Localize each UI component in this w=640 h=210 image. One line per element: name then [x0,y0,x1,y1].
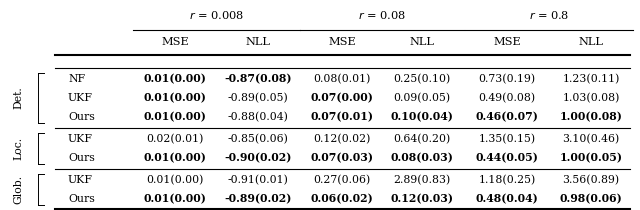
Text: NLL: NLL [246,37,271,47]
Text: 3.10(0.46): 3.10(0.46) [563,134,620,144]
Text: 0.98(0.06): 0.98(0.06) [559,193,622,205]
Text: 0.25(0.10): 0.25(0.10) [394,74,451,84]
Text: NLL: NLL [410,37,435,47]
Text: 0.07(0.01): 0.07(0.01) [310,112,374,122]
Text: 0.64(0.20): 0.64(0.20) [394,134,451,144]
Text: $r$ = 0.008: $r$ = 0.008 [189,9,244,21]
Text: 0.01(0.00): 0.01(0.00) [143,152,207,164]
Text: 0.12(0.03): 0.12(0.03) [390,193,454,205]
Text: 0.08(0.01): 0.08(0.01) [314,74,371,84]
Text: 1.00(0.05): 1.00(0.05) [559,152,623,164]
Text: UKF: UKF [68,134,93,144]
Text: 1.03(0.08): 1.03(0.08) [563,93,620,103]
Text: 0.01(0.00): 0.01(0.00) [143,112,207,122]
Text: 0.10(0.04): 0.10(0.04) [390,112,453,122]
Text: 0.02(0.01): 0.02(0.01) [147,134,204,144]
Text: 1.35(0.15): 1.35(0.15) [479,134,536,144]
Text: MSE: MSE [161,37,189,47]
Text: 1.18(0.25): 1.18(0.25) [478,175,536,185]
Text: Ours: Ours [68,194,95,204]
Text: 0.08(0.03): 0.08(0.03) [390,152,453,164]
Text: $r$ = 0.8: $r$ = 0.8 [529,9,569,21]
Text: 0.06(0.02): 0.06(0.02) [310,193,373,205]
Text: UKF: UKF [68,175,93,185]
Text: Ours: Ours [68,153,95,163]
Text: 0.01(0.00): 0.01(0.00) [143,193,207,205]
Text: 0.01(0.00): 0.01(0.00) [147,175,204,185]
Text: -0.88(0.04): -0.88(0.04) [228,112,289,122]
Text: NLL: NLL [579,37,604,47]
Text: 0.07(0.03): 0.07(0.03) [310,152,374,164]
Text: MSE: MSE [493,37,521,47]
Text: 0.01(0.00): 0.01(0.00) [143,92,207,104]
Text: Glob.: Glob. [13,175,23,204]
Text: 2.89(0.83): 2.89(0.83) [394,175,451,185]
Text: -0.91(0.01): -0.91(0.01) [228,175,289,185]
Text: 3.56(0.89): 3.56(0.89) [563,175,620,185]
Text: 0.44(0.05): 0.44(0.05) [476,152,538,164]
Text: 0.48(0.04): 0.48(0.04) [476,193,538,205]
Text: -0.87(0.08): -0.87(0.08) [224,74,292,84]
Text: UKF: UKF [68,93,93,103]
Text: MSE: MSE [328,37,356,47]
Text: -0.89(0.05): -0.89(0.05) [228,93,289,103]
Text: 0.27(0.06): 0.27(0.06) [314,175,371,185]
Text: $r$ = 0.08: $r$ = 0.08 [358,9,406,21]
Text: Ours: Ours [68,112,95,122]
Text: 0.07(0.00): 0.07(0.00) [310,92,373,104]
Text: -0.89(0.02): -0.89(0.02) [224,193,292,205]
Text: Det.: Det. [13,87,23,109]
Text: NF: NF [68,74,85,84]
Text: 1.23(0.11): 1.23(0.11) [563,74,620,84]
Text: 0.01(0.00): 0.01(0.00) [143,74,207,84]
Text: 0.49(0.08): 0.49(0.08) [479,93,536,103]
Text: -0.85(0.06): -0.85(0.06) [228,134,289,144]
Text: 1.00(0.08): 1.00(0.08) [559,112,623,122]
Text: 0.73(0.19): 0.73(0.19) [479,74,536,84]
Text: 0.46(0.07): 0.46(0.07) [476,112,538,122]
Text: 0.09(0.05): 0.09(0.05) [394,93,451,103]
Text: 0.12(0.02): 0.12(0.02) [314,134,371,144]
Text: -0.90(0.02): -0.90(0.02) [224,152,292,164]
Text: Loc.: Loc. [13,137,23,160]
